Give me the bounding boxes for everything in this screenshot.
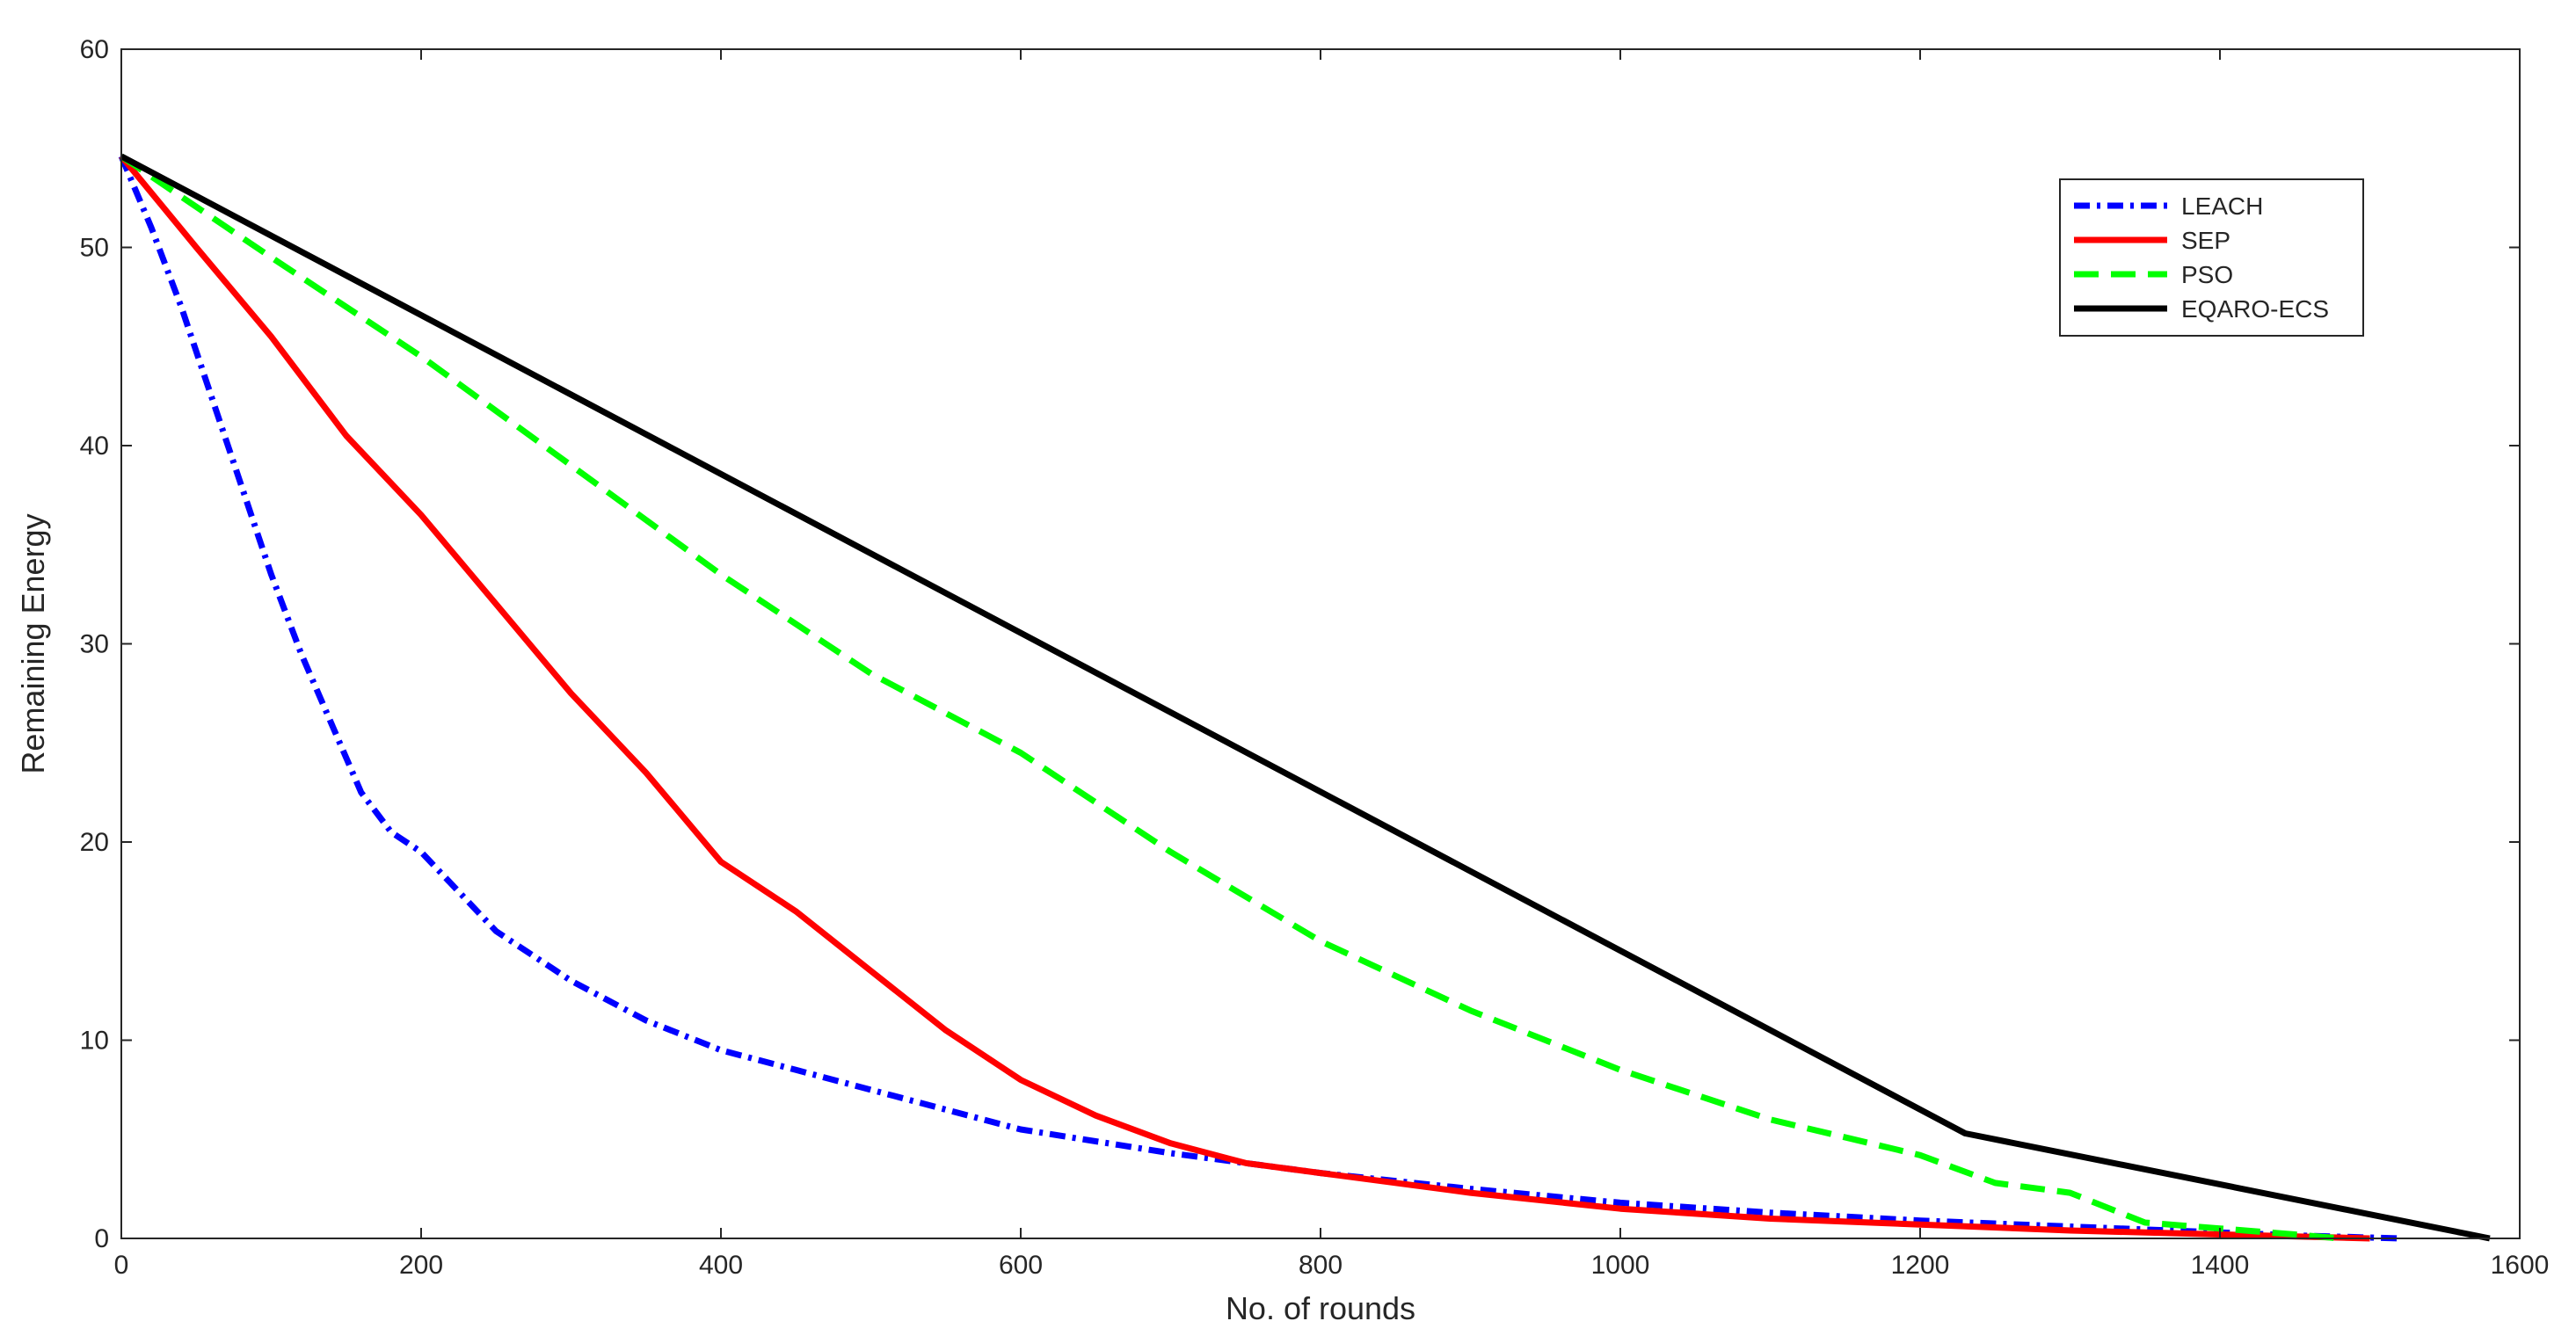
- x-tick-label: 1200: [1891, 1251, 1950, 1280]
- x-tick-label: 0: [114, 1251, 129, 1280]
- x-tick-label: 800: [1299, 1251, 1343, 1280]
- y-tick-label: 30: [80, 630, 109, 659]
- y-tick-label: 10: [80, 1027, 109, 1056]
- legend-label: LEACH: [2181, 192, 2263, 220]
- y-tick-label: 0: [94, 1224, 109, 1253]
- y-axis-label: Remaining Energy: [15, 513, 51, 773]
- series-layer: [118, 153, 2491, 1242]
- series-line-pso: [120, 153, 2340, 1242]
- x-tick-label: 1600: [2491, 1251, 2550, 1280]
- x-axis-label: No. of rounds: [1226, 1290, 1415, 1326]
- x-tick-label: 200: [399, 1251, 443, 1280]
- x-tick-label: 400: [699, 1251, 743, 1280]
- y-tick-label: 60: [80, 35, 109, 64]
- legend-label: EQARO-ECS: [2181, 295, 2329, 323]
- x-tick-label: 1000: [1591, 1251, 1650, 1280]
- legend: LEACH SEP PSO EQARO-ECS: [2059, 178, 2364, 337]
- legend-label: PSO: [2181, 261, 2233, 288]
- series-line-sep: [119, 154, 2370, 1242]
- legend-label: SEP: [2181, 227, 2230, 254]
- y-tick-label: 20: [80, 828, 109, 857]
- x-tick-label: 600: [999, 1251, 1043, 1280]
- y-tick-label: 50: [80, 234, 109, 263]
- ticks-layer: 0 200 400 600 800 1000 1200 1400 1600 0 10 20 30 40 50…: [80, 35, 2550, 1280]
- series-line-eqaro-ecs: [120, 153, 2491, 1242]
- y-tick-label: 40: [80, 432, 109, 461]
- x-tick-label: 1400: [2191, 1251, 2250, 1280]
